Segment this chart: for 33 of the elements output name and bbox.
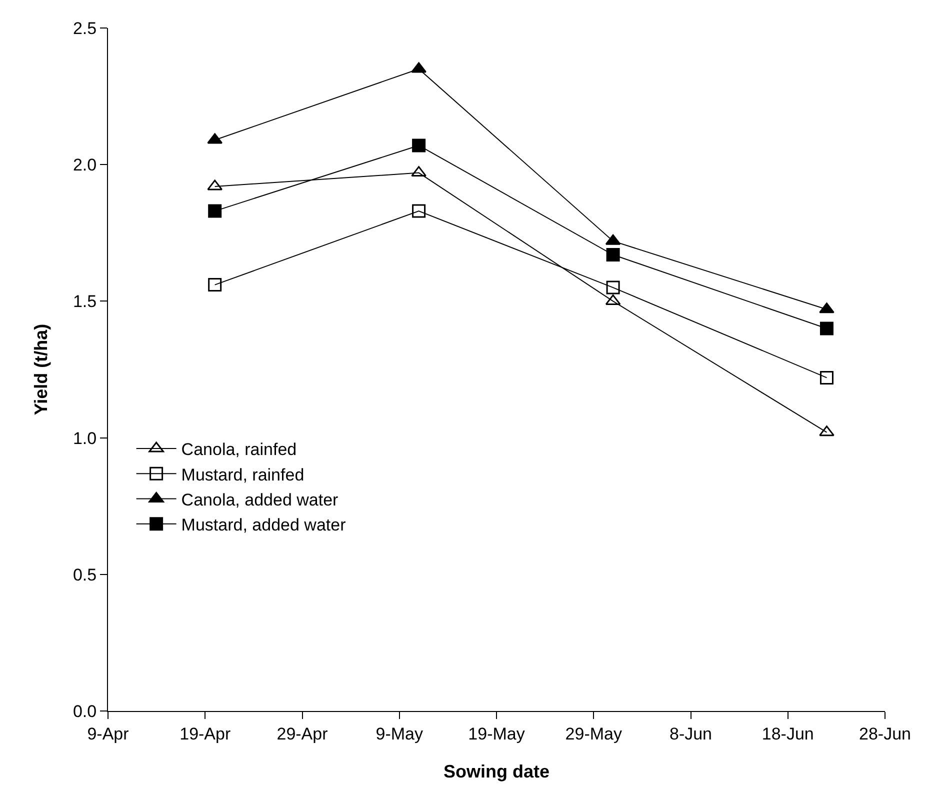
x-tick-label: 19-Apr — [180, 724, 231, 744]
y-tick-label: 1.0 — [72, 428, 97, 448]
point — [411, 62, 426, 73]
y-tick-label: 2.0 — [72, 156, 97, 175]
x-tick-label: 29-Apr — [276, 724, 328, 744]
legend-label: Mustard, rainfed — [181, 465, 304, 484]
y-tick-label: 1.5 — [72, 292, 97, 312]
x-tick-label: 9-Apr — [87, 724, 130, 744]
x-tick-label: 29-May — [565, 724, 622, 744]
point — [606, 248, 620, 262]
x-tick-label: 8-Jun — [669, 724, 712, 744]
point — [820, 370, 834, 384]
x-tick-label: 28-Jun — [859, 724, 911, 744]
point — [412, 204, 426, 218]
point — [208, 204, 222, 218]
point — [819, 302, 834, 314]
y-tick-label: 0.0 — [72, 702, 97, 721]
x-tick-label: 18-Jun — [762, 724, 814, 744]
x-tick-label: 9-May — [376, 724, 424, 744]
legend-label: Mustard, added water — [181, 515, 346, 534]
point — [208, 278, 222, 292]
x-axis-title: Sowing date — [443, 762, 550, 782]
point — [412, 138, 426, 152]
y-tick-label: 0.5 — [72, 565, 97, 584]
point — [819, 426, 834, 436]
y-tick-label: 2.5 — [72, 18, 97, 38]
legend-label: Canola, rainfed — [181, 440, 297, 460]
point — [606, 280, 620, 294]
point — [411, 166, 426, 177]
y-axis-title: Yield (t/ha) — [31, 324, 52, 416]
legend-label: Canola, added water — [181, 490, 339, 510]
x-tick-label: 19-May — [468, 724, 526, 744]
point — [820, 322, 834, 336]
